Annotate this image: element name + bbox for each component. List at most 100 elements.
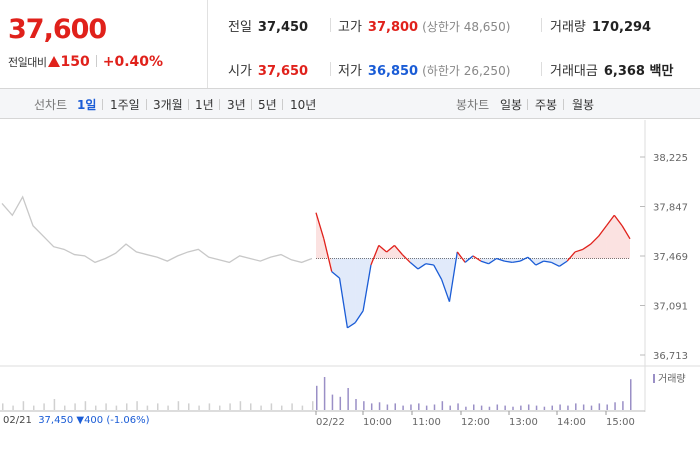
volume-bar bbox=[567, 405, 569, 410]
volume-bar-prev bbox=[53, 399, 56, 410]
area-fill-down bbox=[410, 258, 419, 269]
stat-label: 거래대금 bbox=[550, 64, 598, 79]
volume-bar bbox=[590, 405, 593, 410]
x-tick-label: 12:00 bbox=[461, 417, 490, 428]
change-label: 전일대비 bbox=[8, 56, 47, 69]
volume-bar bbox=[527, 404, 530, 410]
volume-bar-prev bbox=[126, 403, 128, 410]
stat-value: 6,368 백만 bbox=[603, 64, 674, 79]
tab-10-years[interactable]: 10년 bbox=[290, 98, 317, 112]
volume-bar bbox=[630, 379, 632, 410]
stat-value: 37,450 bbox=[257, 20, 309, 35]
volume-bar bbox=[543, 406, 546, 410]
area-fill-down bbox=[347, 258, 356, 328]
volume-bar bbox=[488, 406, 491, 410]
price-line-down bbox=[504, 260, 513, 264]
price-line-down bbox=[347, 322, 356, 329]
volume-bar bbox=[339, 396, 342, 410]
lower-limit: (하한가 26,250) bbox=[422, 64, 511, 78]
divider bbox=[146, 99, 147, 110]
up-triangle-icon bbox=[48, 56, 61, 67]
price-line-down bbox=[527, 256, 537, 266]
volume-bar bbox=[496, 404, 499, 410]
tab-1-year[interactable]: 1년 bbox=[195, 98, 214, 112]
divider bbox=[95, 55, 97, 67]
stat-label: 저가 bbox=[338, 64, 362, 79]
price-line-down bbox=[480, 260, 489, 265]
price-line-up bbox=[613, 214, 623, 227]
volume-bar-prev bbox=[208, 403, 211, 410]
tab-1-day[interactable]: 1일 bbox=[77, 98, 97, 112]
divider bbox=[282, 99, 283, 110]
stat-value: 170,294 bbox=[591, 20, 652, 35]
volume-bar-prev bbox=[74, 403, 76, 410]
price-line-down bbox=[512, 260, 521, 264]
volume-bar bbox=[347, 388, 349, 410]
stat-label: 전일 bbox=[228, 20, 252, 35]
prev-day-line bbox=[1, 195, 313, 264]
price-line-down bbox=[448, 251, 458, 302]
price-line-down bbox=[331, 271, 340, 279]
volume-bar-prev bbox=[33, 405, 35, 410]
price-line-down bbox=[519, 256, 529, 262]
change-percent: +0.40% bbox=[102, 54, 164, 70]
prev-day-change-pct: (-1.06%) bbox=[106, 415, 150, 426]
area-fill-up bbox=[316, 212, 324, 259]
volume-bar-prev bbox=[260, 405, 262, 410]
tab-monthly-candle[interactable]: 월봉 bbox=[572, 98, 595, 112]
volume-bar bbox=[614, 402, 616, 410]
price-line-up bbox=[598, 225, 607, 237]
divider bbox=[251, 99, 252, 110]
tab-1-week[interactable]: 1주일 bbox=[110, 98, 140, 112]
volume-bar bbox=[582, 404, 585, 410]
price-line-up bbox=[378, 244, 388, 253]
volume-bar-prev bbox=[198, 405, 200, 410]
price-line-up bbox=[370, 245, 380, 266]
area-fill-up bbox=[386, 245, 395, 259]
y-tick-label: 37,847 bbox=[653, 203, 688, 214]
volume-bar bbox=[386, 404, 389, 410]
stat-low: 저가 36,850 (하한가 26,250) bbox=[338, 60, 510, 79]
stat-value: 36,850 bbox=[367, 64, 419, 79]
volume-bar-prev bbox=[270, 403, 273, 410]
upper-limit: (상한가 48,650) bbox=[422, 20, 511, 34]
x-tick-label: 13:00 bbox=[509, 417, 538, 428]
tab-3-months[interactable]: 3개월 bbox=[153, 98, 183, 112]
price-line-up bbox=[386, 244, 395, 253]
tab-3-years[interactable]: 3년 bbox=[227, 98, 246, 112]
tab-weekly-candle[interactable]: 주봉 bbox=[535, 98, 558, 112]
price-change: 전일대비 150 +0.40% bbox=[8, 54, 163, 70]
prev-day-date: 02/21 bbox=[3, 415, 32, 426]
volume-bar-prev bbox=[136, 401, 138, 410]
volume-bar-prev bbox=[95, 405, 97, 410]
price-line-up bbox=[566, 251, 576, 262]
price-line-down bbox=[558, 260, 568, 267]
stat-volume: 거래량 170,294 bbox=[550, 16, 651, 35]
stat-label: 시가 bbox=[228, 64, 252, 79]
volume-bar bbox=[355, 399, 357, 410]
volume-bar bbox=[575, 403, 577, 410]
price-line-down bbox=[551, 261, 560, 267]
price-line-down bbox=[440, 279, 451, 302]
price-line-down bbox=[409, 261, 419, 270]
tab-5-years[interactable]: 5년 bbox=[258, 98, 277, 112]
tab-daily-candle[interactable]: 일봉 bbox=[500, 98, 523, 112]
volume-legend: 거래량 bbox=[658, 373, 686, 385]
volume-bar bbox=[606, 404, 608, 410]
volume-bar-prev bbox=[239, 401, 242, 410]
volume-bar bbox=[425, 405, 428, 410]
x-tick-label: 14:00 bbox=[557, 417, 586, 428]
volume-bar bbox=[535, 405, 538, 410]
price-line-down bbox=[354, 310, 364, 324]
stat-prev-close: 전일 37,450 bbox=[228, 16, 308, 35]
divider bbox=[541, 62, 542, 76]
volume-bar-prev bbox=[281, 405, 283, 410]
stat-value: 37,800 bbox=[367, 20, 419, 35]
current-price: 37,600 bbox=[8, 14, 107, 45]
area-fill-up bbox=[614, 215, 623, 259]
stat-open: 시가 37,650 bbox=[228, 60, 308, 79]
volume-bar bbox=[331, 394, 334, 410]
x-tick-label: 02/22 bbox=[316, 417, 345, 428]
volume-bar bbox=[473, 404, 475, 410]
